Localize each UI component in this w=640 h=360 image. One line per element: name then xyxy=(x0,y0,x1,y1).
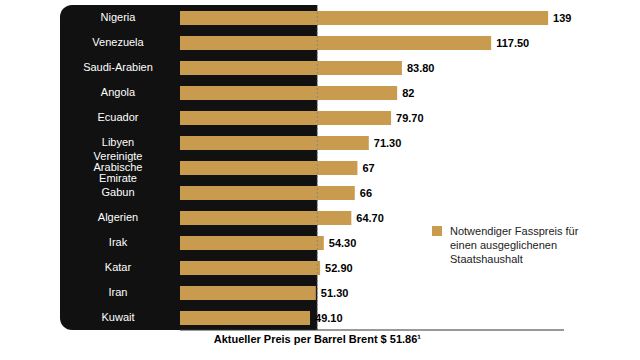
svg-text:79.70: 79.70 xyxy=(396,112,424,124)
svg-text:Gabun: Gabun xyxy=(101,186,134,198)
svg-text:51.30: 51.30 xyxy=(321,287,349,299)
svg-text:67: 67 xyxy=(362,162,374,174)
svg-text:Irak: Irak xyxy=(109,236,128,248)
svg-text:Angola: Angola xyxy=(101,86,136,98)
svg-text:Iran: Iran xyxy=(109,286,128,298)
svg-text:Saudi-Arabien: Saudi-Arabien xyxy=(83,61,153,73)
svg-text:Algerien: Algerien xyxy=(98,211,138,223)
svg-text:Katar: Katar xyxy=(105,261,132,273)
svg-text:Ecuador: Ecuador xyxy=(98,111,139,123)
svg-text:83.80: 83.80 xyxy=(407,62,435,74)
svg-text:117.50: 117.50 xyxy=(496,37,529,49)
svg-text:66: 66 xyxy=(360,187,372,199)
svg-text:Venezuela: Venezuela xyxy=(92,36,144,48)
svg-text:82: 82 xyxy=(402,87,414,99)
svg-text:Aktueller Preis per Barrel Bre: Aktueller Preis per Barrel Brent $ 51.86… xyxy=(214,333,422,345)
html-text:Notwendiger Fasspreis für eine: Notwendiger Fasspreis für einen ausgegli… xyxy=(450,225,579,265)
svg-text:139: 139 xyxy=(553,12,571,24)
svg-text:Kuwait: Kuwait xyxy=(101,311,134,323)
svg-text:64.70: 64.70 xyxy=(356,212,384,224)
svg-text:Nigeria: Nigeria xyxy=(101,11,137,23)
svg-text:71.30: 71.30 xyxy=(374,137,402,149)
svg-text:54.30: 54.30 xyxy=(329,237,357,249)
svg-text:Libyen: Libyen xyxy=(102,136,134,148)
svg-text:52.90: 52.90 xyxy=(325,262,353,274)
svg-text:49.10: 49.10 xyxy=(315,312,343,324)
svg-text:VereinigteArabischeEmirate: VereinigteArabischeEmirate xyxy=(94,150,143,184)
